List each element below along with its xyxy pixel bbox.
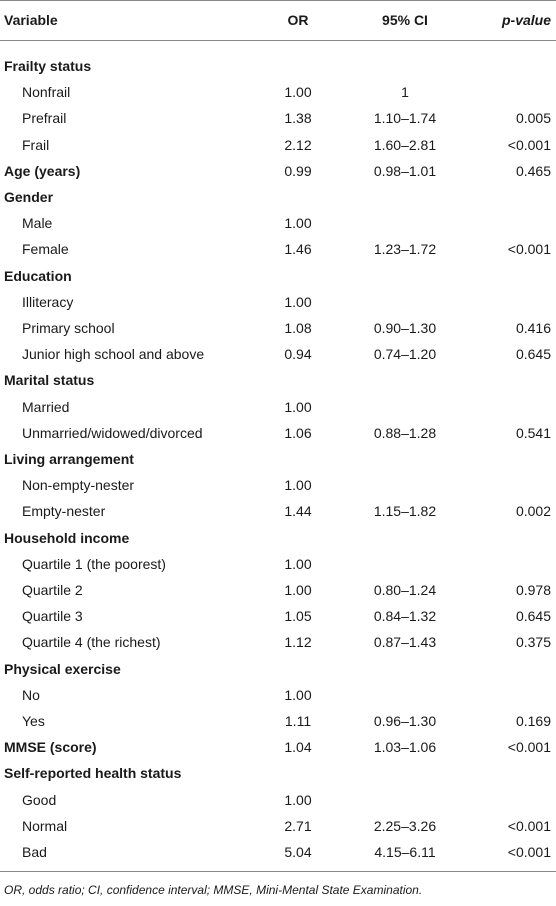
row-label: Unmarried/widowed/divorced (22, 424, 203, 441)
value-cell: 1.03–1.06 (373, 739, 437, 756)
value-cell: 1.00 (284, 791, 312, 808)
row-label: Quartile 2 (22, 582, 83, 598)
value-cell: 0.005 (515, 110, 551, 127)
value-cell: 0.98–1.01 (373, 162, 437, 179)
group-label: Frailty status (4, 58, 92, 74)
value-cell: 0.90–1.30 (373, 320, 437, 336)
row-label: Junior high school and above (22, 346, 205, 363)
value-cell: 2.25–3.26 (373, 817, 437, 834)
value-cell: 0.169 (515, 713, 551, 729)
value-cell: 0.416 (515, 320, 551, 336)
value-cell: <0.001 (507, 739, 551, 756)
group-label: Physical exercise (4, 660, 121, 677)
value-cell: 1.00 (284, 555, 312, 572)
row-label: Male (22, 215, 53, 232)
value-cell: 0.96–1.30 (373, 713, 437, 729)
row-label: Primary school (22, 320, 115, 336)
value-cell: 5.04 (284, 844, 312, 860)
value-cell: 1.23–1.72 (373, 241, 437, 258)
value-cell: 1.00 (284, 582, 312, 598)
value-cell: 0.94 (284, 346, 312, 363)
value-cell: 1.44 (284, 503, 312, 520)
row-label: Married (22, 398, 70, 415)
group-label: Self-reported health status (4, 765, 182, 782)
value-cell: 1.00 (284, 477, 312, 494)
row-label: Nonfrail (22, 84, 71, 101)
value-cell: 1.05 (284, 608, 312, 625)
group-label: Household income (4, 529, 130, 546)
group-label: MMSE (score) (4, 739, 97, 756)
value-cell: 1.46 (284, 241, 312, 258)
value-cell: 0.002 (515, 503, 551, 520)
value-cell: 1.00 (284, 686, 312, 703)
value-cell: 0.645 (515, 608, 551, 625)
value-cell: 0.645 (515, 346, 551, 363)
value-cell: 2.71 (284, 817, 312, 834)
header-cell: OR (287, 12, 309, 28)
header-rule (0, 40, 556, 41)
value-cell: 1.38 (284, 110, 312, 127)
value-cell: 1.60–2.81 (373, 136, 437, 153)
value-cell: 1.15–1.82 (373, 503, 437, 520)
group-label: Age (years) (4, 162, 81, 179)
value-cell: 1.12 (284, 634, 312, 651)
value-cell: 0.74–1.20 (373, 346, 437, 363)
value-cell: 1.11 (284, 713, 312, 729)
row-label: Female (22, 241, 69, 258)
row-label: Quartile 4 (the richest) (22, 634, 161, 651)
value-cell: 1.00 (284, 293, 312, 310)
value-cell: 0.99 (284, 162, 312, 179)
group-label: Marital status (4, 372, 95, 389)
row-label: Yes (22, 713, 45, 729)
value-cell: 1.04 (284, 739, 312, 756)
group-label: Education (4, 267, 72, 284)
value-cell: 0.375 (515, 634, 551, 651)
value-cell: 1.00 (284, 398, 312, 415)
value-cell: 0.88–1.28 (373, 424, 437, 441)
row-label: Quartile 3 (22, 608, 83, 625)
row-label: Frail (22, 136, 50, 153)
header-cell: 95% CI (382, 12, 428, 28)
value-cell: 4.15–6.11 (374, 844, 436, 860)
value-cell: <0.001 (507, 241, 551, 258)
top-rule (0, 0, 556, 1)
value-cell: 1.08 (284, 320, 312, 336)
value-cell: 0.84–1.32 (373, 608, 437, 625)
value-cell: 0.80–1.24 (373, 582, 437, 598)
value-cell: 1.00 (284, 84, 312, 101)
value-cell: 1.06 (284, 424, 312, 441)
value-cell: 1.00 (284, 215, 312, 232)
value-cell: 0.978 (515, 582, 551, 598)
value-cell: <0.001 (507, 844, 551, 860)
value-cell: <0.001 (507, 136, 551, 153)
value-cell: 0.541 (515, 424, 551, 441)
group-label: Living arrangement (4, 451, 134, 467)
value-cell: <0.001 (507, 817, 551, 834)
header-cell: p-value (501, 12, 551, 28)
row-label: Bad (22, 844, 47, 860)
bottom-rule (0, 871, 556, 872)
header-cell: Variable (4, 12, 58, 28)
row-label: Non-empty-nester (22, 477, 135, 494)
value-cell: 1.10–1.74 (373, 110, 437, 127)
row-label: No (22, 686, 40, 703)
row-label: Prefrail (22, 110, 67, 127)
row-label: Empty-nester (22, 503, 106, 520)
group-label: Gender (4, 189, 54, 205)
value-cell: 0.465 (515, 162, 551, 179)
value-cell: 0.87–1.43 (373, 634, 437, 651)
row-label: Quartile 1 (the poorest) (22, 555, 166, 572)
value-cell: 2.12 (284, 136, 312, 153)
row-label: Illiteracy (22, 293, 74, 310)
value-cell: 1 (401, 84, 409, 101)
footnote: OR, odds ratio; CI, confidence interval;… (4, 883, 423, 897)
row-label: Good (22, 791, 57, 808)
row-label: Normal (22, 817, 68, 834)
